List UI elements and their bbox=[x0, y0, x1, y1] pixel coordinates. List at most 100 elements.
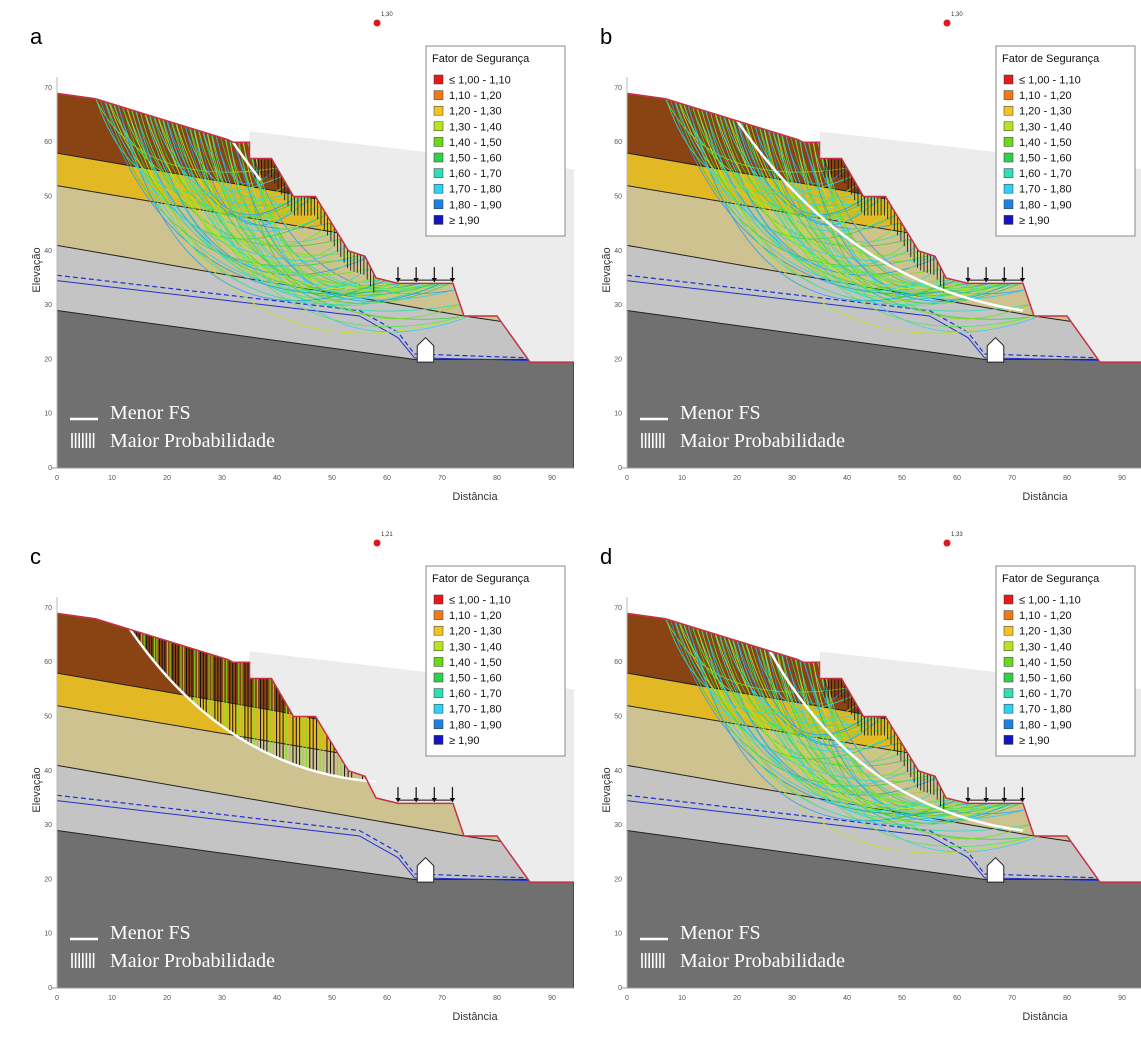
x-tick-label: 70 bbox=[1008, 995, 1016, 1002]
slip-surface bbox=[670, 620, 991, 815]
slip-surface bbox=[719, 115, 942, 276]
legend-swatch bbox=[433, 90, 444, 100]
legend-swatch bbox=[1003, 74, 1014, 85]
legend-label: ≤ 1,00 - 1,10 bbox=[449, 75, 511, 87]
ground-surface bbox=[626, 612, 1141, 883]
slip-surface bbox=[723, 116, 877, 218]
slip-surface bbox=[781, 134, 907, 243]
legend-label: 1,60 - 1,70 bbox=[449, 688, 502, 700]
legend-swatch bbox=[1003, 735, 1014, 745]
legend-label: ≤ 1,00 - 1,10 bbox=[1019, 595, 1081, 607]
y-tick-label: 10 bbox=[44, 931, 52, 938]
x-tick-label: 80 bbox=[493, 995, 501, 1002]
legend-swatch bbox=[433, 199, 444, 210]
legend-label: 1,30 - 1,40 bbox=[1019, 121, 1072, 133]
legend-title: Fator de Segurança bbox=[1002, 573, 1100, 585]
slip-surface bbox=[144, 113, 426, 300]
legend-label: 1,20 - 1,30 bbox=[449, 626, 502, 638]
legend-swatch bbox=[1003, 672, 1014, 683]
x-tick-label: 40 bbox=[273, 475, 281, 482]
slip-surface bbox=[197, 130, 312, 226]
y-tick-label: 50 bbox=[44, 194, 52, 201]
fs-value: 1,21 bbox=[381, 532, 393, 538]
y-tick-label: 70 bbox=[614, 605, 622, 612]
slip-surface bbox=[189, 127, 436, 296]
y-tick-label: 70 bbox=[44, 85, 52, 92]
legend-label: ≥ 1,90 bbox=[449, 735, 480, 747]
y-tick-label: 20 bbox=[44, 876, 52, 883]
y-tick-label: 40 bbox=[44, 768, 52, 775]
slip-surface bbox=[737, 120, 902, 229]
legend-box bbox=[995, 45, 1136, 237]
legend-label: 1,10 - 1,20 bbox=[449, 90, 502, 102]
ground-surface bbox=[56, 612, 574, 883]
slip-surface bbox=[808, 662, 947, 804]
x-tick-label: 20 bbox=[733, 995, 741, 1002]
legend-label: 1,70 - 1,80 bbox=[1019, 184, 1072, 196]
legend-label: ≤ 1,00 - 1,10 bbox=[1019, 75, 1081, 87]
fs-value: 1,30 bbox=[381, 12, 393, 18]
x-tick-label: 80 bbox=[1063, 475, 1071, 482]
legend-label: 1,70 - 1,80 bbox=[449, 704, 502, 716]
slip-surface bbox=[767, 130, 882, 226]
x-tick-label: 10 bbox=[678, 995, 686, 1002]
slip-surface bbox=[131, 109, 406, 302]
layers bbox=[57, 93, 574, 468]
critical-surface bbox=[768, 650, 1024, 832]
slip-surface bbox=[794, 658, 927, 782]
legend-swatch bbox=[433, 121, 444, 132]
legend-swatch bbox=[433, 594, 444, 605]
slip-surface bbox=[714, 633, 996, 820]
legend-label: 1,70 - 1,80 bbox=[449, 184, 502, 196]
y-tick-label: 30 bbox=[614, 822, 622, 829]
legend-swatch bbox=[1003, 641, 1014, 652]
fs-value: 1,33 bbox=[951, 532, 963, 538]
legend-box bbox=[995, 565, 1136, 757]
legend-title: Fator de Segurança bbox=[432, 573, 530, 585]
legend-swatch bbox=[1003, 121, 1014, 132]
slip-surface bbox=[759, 127, 1006, 296]
y-tick-label: 70 bbox=[614, 85, 622, 92]
slip-surface bbox=[826, 158, 912, 258]
critical-surface bbox=[121, 618, 377, 783]
tunnel bbox=[416, 336, 435, 363]
slip-surface bbox=[741, 122, 1036, 328]
slip-surface bbox=[670, 100, 991, 295]
slip-surface bbox=[719, 115, 937, 276]
slip-surface bbox=[705, 111, 917, 268]
layer-bedrock bbox=[627, 309, 1141, 468]
x-tick-label: 10 bbox=[108, 995, 116, 1002]
slip-surface bbox=[705, 111, 912, 247]
legend-label: 1,80 - 1,90 bbox=[1019, 199, 1072, 211]
fs-value: 1,30 bbox=[951, 12, 963, 18]
x-tick-label: 0 bbox=[55, 995, 59, 1002]
legend-label: ≥ 1,90 bbox=[1019, 215, 1050, 227]
x-axis-label: Distância bbox=[1022, 1011, 1068, 1023]
slip-surface bbox=[224, 138, 357, 262]
piezometric bbox=[627, 800, 1141, 883]
y-tick-label: 30 bbox=[614, 302, 622, 309]
legend-swatch bbox=[433, 183, 444, 194]
y-tick-label: 30 bbox=[44, 302, 52, 309]
legend-label: 1,30 - 1,40 bbox=[449, 641, 502, 653]
y-tick-label: 60 bbox=[44, 659, 52, 666]
slip-surface bbox=[674, 101, 932, 267]
x-tick-label: 50 bbox=[898, 475, 906, 482]
legend-swatch bbox=[1003, 105, 1014, 116]
legend-label: 1,30 - 1,40 bbox=[1019, 641, 1072, 653]
y-tick-label: 60 bbox=[614, 139, 622, 146]
slip-surface bbox=[750, 124, 922, 256]
y-axis-label: Elevação bbox=[601, 767, 613, 812]
legend-swatch bbox=[433, 168, 444, 178]
slip-surface bbox=[755, 646, 868, 736]
legend-box bbox=[425, 565, 566, 757]
legend-label: 1,80 - 1,90 bbox=[449, 199, 502, 211]
legend-label: 1,80 - 1,90 bbox=[449, 719, 502, 731]
ground-surface bbox=[56, 92, 574, 363]
x-tick-label: 30 bbox=[788, 995, 796, 1002]
x-tick-label: 20 bbox=[163, 475, 171, 482]
y-tick-label: 50 bbox=[44, 714, 52, 721]
legend-swatch bbox=[1003, 594, 1014, 605]
slip-surface bbox=[153, 116, 307, 218]
